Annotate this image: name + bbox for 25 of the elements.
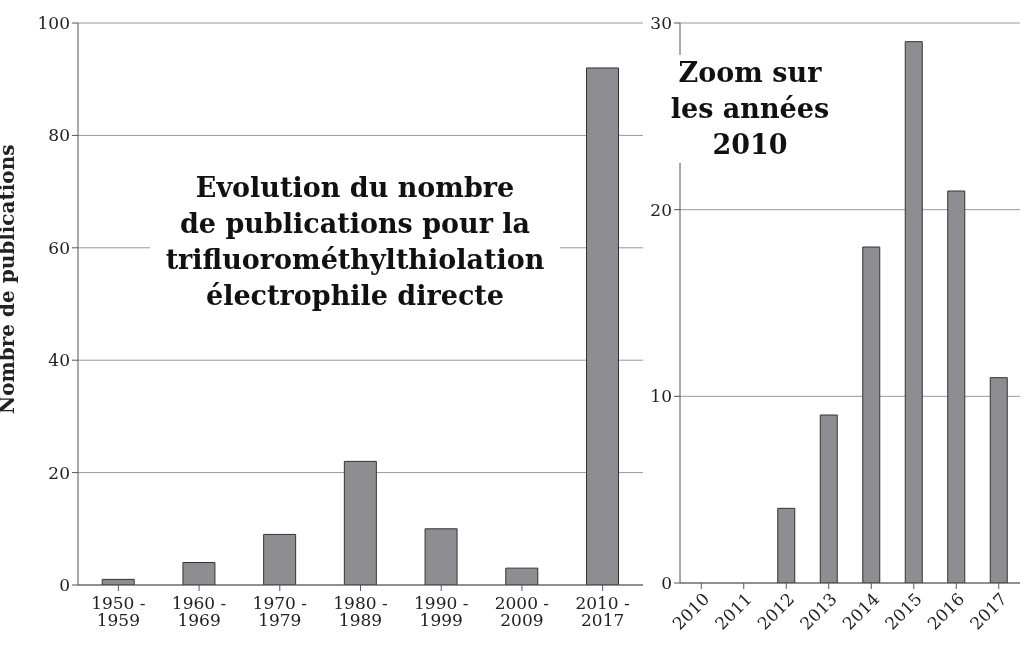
text: Evolution du nombre de publications pour la trifluorométhylthiolation électrophile directe	[150, 170, 560, 314]
x-tick-label: 1980 - 1989	[333, 593, 388, 631]
text: Zoom sur les années 2010	[670, 55, 830, 163]
x-tick-label: 1970 - 1979	[252, 593, 307, 631]
y-tick-label: 0	[661, 573, 672, 594]
bar	[182, 562, 216, 585]
bar	[263, 533, 297, 585]
bar	[777, 507, 796, 583]
bar	[819, 414, 838, 583]
y-tick-label: 20	[48, 462, 70, 483]
x-tick-label: 1950 - 1959	[91, 593, 146, 631]
x-tick-label: 2010 - 2017	[575, 593, 630, 631]
y-tick-label: 20	[650, 199, 672, 220]
y-tick-label: 0	[59, 575, 70, 596]
y-tick-label: 60	[48, 237, 70, 258]
bar	[505, 567, 539, 585]
x-tick-label: 2000 - 2009	[494, 593, 550, 631]
bar	[424, 528, 458, 585]
y-tick-label: 100	[37, 13, 70, 34]
y-tick-label: 10	[650, 386, 672, 407]
x-tick-label: 1960 - 1969	[171, 593, 227, 631]
y-tick-label: 30	[650, 13, 672, 34]
x-tick-label: 1990 - 1999	[414, 593, 469, 631]
y-tick-label: 40	[48, 350, 70, 371]
y-tick-label: 80	[48, 125, 70, 146]
